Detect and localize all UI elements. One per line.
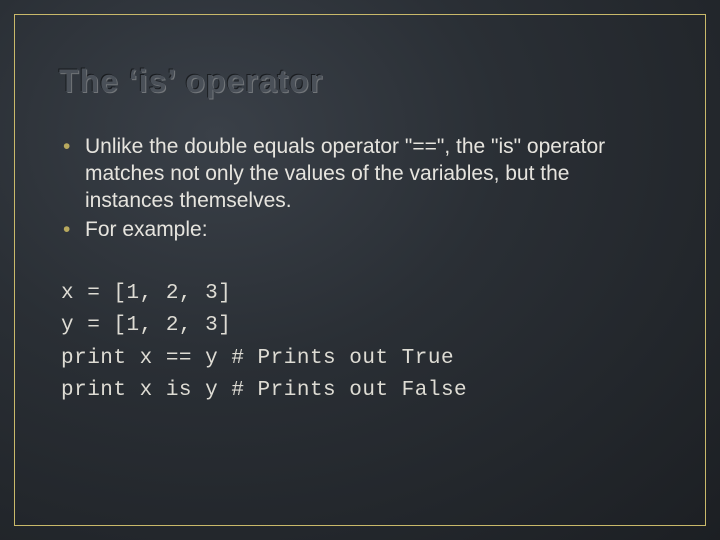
code-line: y = [1, 2, 3] — [61, 310, 661, 343]
bullet-item: For example: — [59, 217, 661, 244]
code-line: print x is y # Prints out False — [61, 375, 661, 408]
code-line: print x == y # Prints out True — [61, 343, 661, 376]
bullet-item: Unlike the double equals operator "==", … — [59, 134, 661, 215]
code-line: x = [1, 2, 3] — [61, 278, 661, 311]
code-block: x = [1, 2, 3]y = [1, 2, 3]print x == y #… — [59, 278, 661, 408]
slide-title: The ‘is’ operator — [59, 63, 661, 100]
slide-frame: The ‘is’ operator Unlike the double equa… — [14, 14, 706, 526]
bullet-list: Unlike the double equals operator "==", … — [59, 134, 661, 244]
slide: The ‘is’ operator Unlike the double equa… — [0, 0, 720, 540]
